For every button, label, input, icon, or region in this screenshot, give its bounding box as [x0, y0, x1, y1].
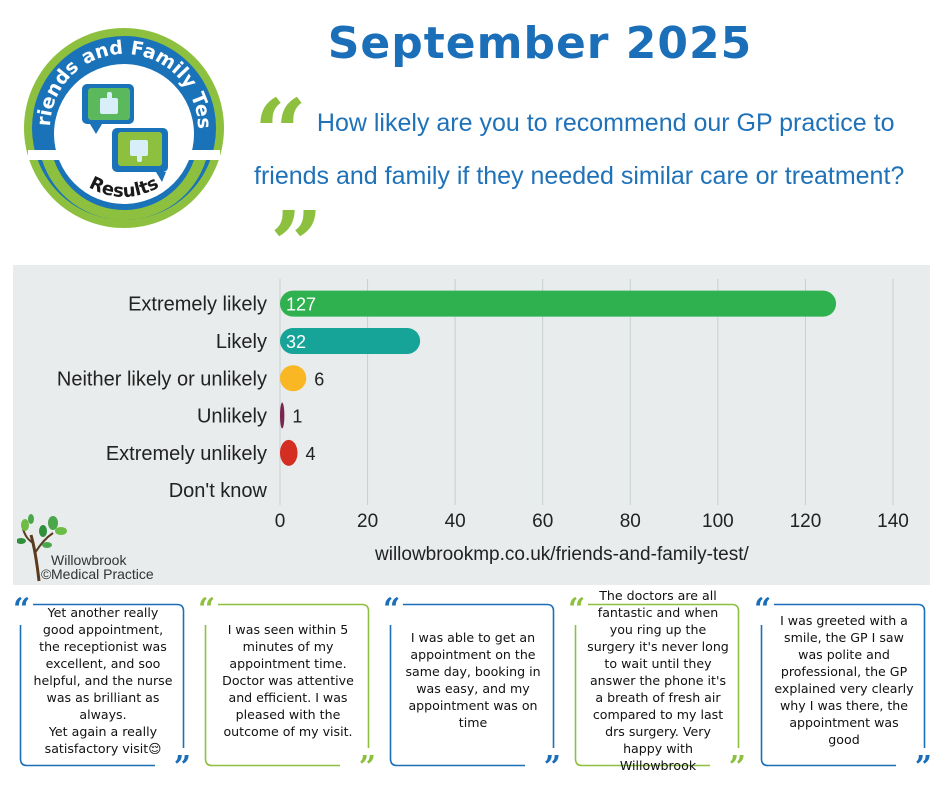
- category-label: Unlikely: [197, 406, 267, 428]
- value-label: 1: [292, 407, 302, 427]
- value-label: 6: [314, 369, 324, 389]
- chart-panel: 0 20 40 60 80 100 120 140 Extremely likely 127 Lik…: [13, 265, 930, 585]
- category-label: Likely: [216, 331, 267, 353]
- comment-card: “I was able to get an appointment on the…: [383, 595, 561, 783]
- comment-card: “Yet another really good appointment, th…: [13, 595, 191, 783]
- card-frame: [204, 603, 370, 767]
- thumbs-down-icon: [112, 128, 168, 182]
- comment-text: I was greeted with a smile, the GP I saw…: [774, 613, 914, 747]
- value-label: 32: [286, 332, 306, 352]
- practice-name-line2: Medical Practice: [51, 566, 154, 582]
- results-bar-chart: 0 20 40 60 80 100 120 140 Extremely likely 127 Lik…: [57, 279, 909, 532]
- comment-text: I was able to get an appointment on the …: [405, 630, 541, 730]
- close-quote-icon: ”: [914, 750, 932, 785]
- close-quote-icon: ”: [543, 750, 561, 785]
- open-quote-icon: “: [383, 592, 401, 627]
- bar: [280, 402, 285, 429]
- comment-text: Yet another really good appointment, the…: [33, 604, 173, 756]
- bar: [280, 439, 298, 466]
- x-tick-label: 60: [532, 511, 553, 532]
- category-label: Extremely unlikely: [106, 443, 267, 465]
- comment-card: “I was seen within 5 minutes of my appoi…: [198, 595, 376, 783]
- open-quote-icon: “: [13, 592, 31, 627]
- x-tick-label: 80: [620, 511, 641, 532]
- open-quote-icon: “: [198, 592, 216, 627]
- category-label: Don't know: [169, 480, 268, 502]
- card-frame: [760, 603, 926, 767]
- x-tick-label: 100: [702, 511, 734, 532]
- x-tick-label: 0: [275, 511, 286, 532]
- value-label: 127: [286, 295, 316, 315]
- card-frame: [389, 603, 555, 767]
- category-label: Neither likely or unlikely: [57, 368, 267, 390]
- thumbs-up-icon: [82, 84, 134, 134]
- x-tick-label: 120: [790, 511, 822, 532]
- close-quote-icon: ”: [173, 750, 191, 785]
- value-label: 4: [306, 444, 316, 464]
- practice-name-line1: Willowbrook: [51, 552, 127, 568]
- page-title: September 2025: [327, 18, 753, 69]
- open-quote-icon: “: [754, 592, 772, 627]
- practice-name: Willowbrook © Medical Practice: [41, 552, 154, 582]
- willowbrook-tree-logo: [17, 514, 67, 582]
- comment-text: I was seen within 5 minutes of my appoin…: [222, 621, 354, 739]
- results-url[interactable]: willowbrookmp.co.uk/friends-and-family-t…: [375, 544, 749, 565]
- friends-family-test-logo: Friends and Family Test Results: [18, 22, 224, 228]
- category-label: Extremely likely: [128, 294, 267, 316]
- close-quote-icon: ”: [270, 191, 323, 299]
- survey-question: “How likely are you to recommend our GP …: [254, 79, 914, 299]
- close-quote-icon: ”: [728, 750, 746, 785]
- card-frame: [19, 603, 185, 767]
- open-quote-icon: “: [568, 592, 586, 627]
- x-tick-label: 20: [357, 511, 378, 532]
- survey-question-text: How likely are you to recommend our GP p…: [254, 109, 905, 190]
- comment-card: “The doctors are all fantastic and when …: [568, 587, 746, 783]
- bar: [280, 290, 837, 317]
- bar: [280, 365, 307, 392]
- comment-card: “I was greeted with a smile, the GP I sa…: [754, 595, 932, 783]
- copyright-symbol: ©: [41, 566, 52, 582]
- bar: [280, 327, 421, 354]
- card-frame: [574, 603, 740, 767]
- comment-text: The doctors are all fantastic and when y…: [587, 587, 729, 773]
- close-quote-icon: ”: [358, 750, 376, 785]
- open-quote-icon: “: [254, 79, 307, 187]
- x-tick-label: 140: [877, 511, 909, 532]
- x-tick-label: 40: [445, 511, 466, 532]
